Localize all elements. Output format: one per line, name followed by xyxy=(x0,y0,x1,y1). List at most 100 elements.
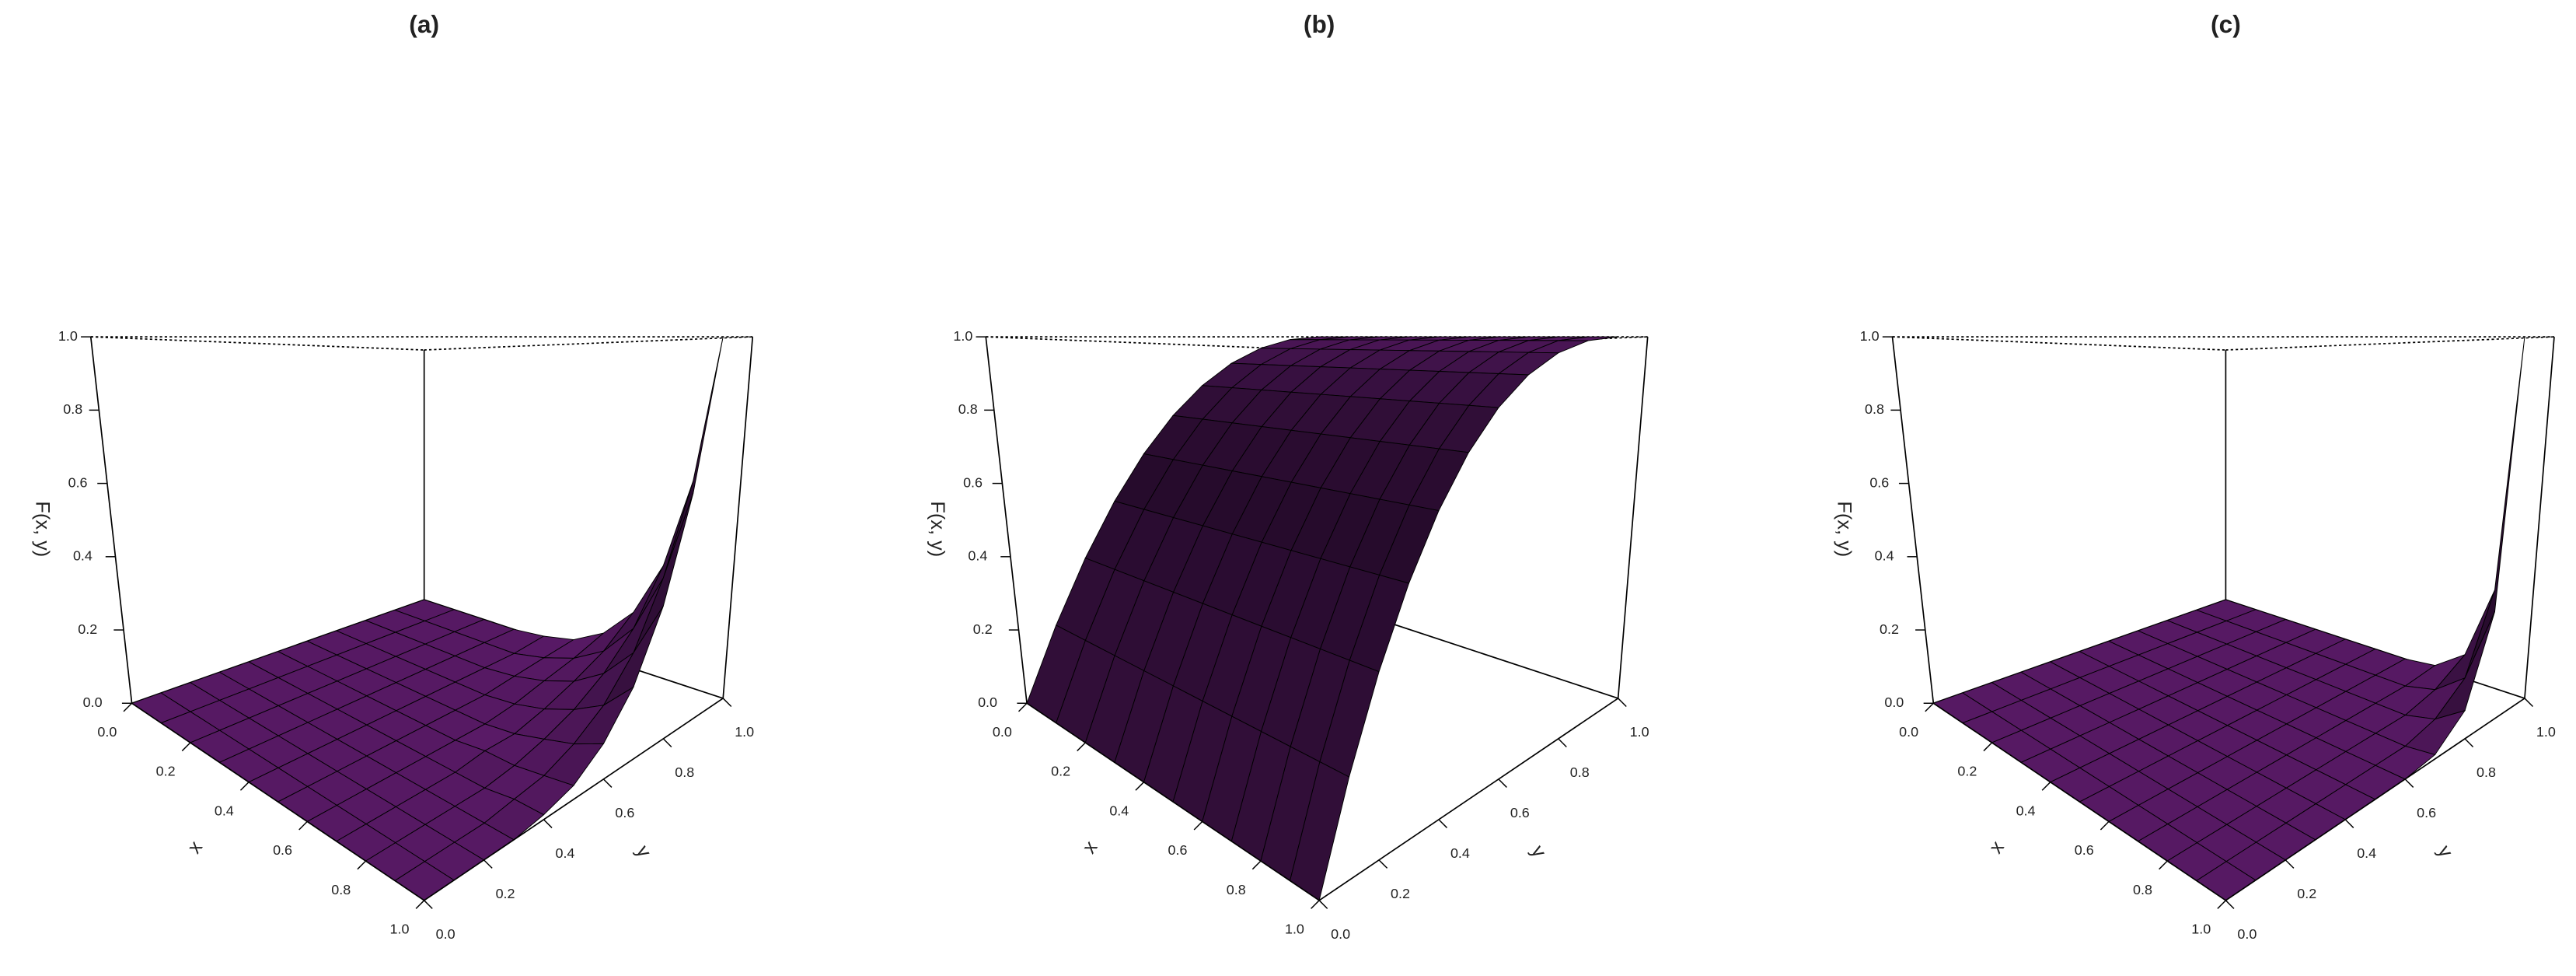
y-tick-label: 0.8 xyxy=(2477,764,2496,780)
y-tick-label: 0.4 xyxy=(555,845,574,861)
z-tick-label: 1.0 xyxy=(953,328,972,344)
y-tick-label: 0.8 xyxy=(675,764,694,780)
y-tick xyxy=(2344,819,2354,828)
x-tick-label: 0.0 xyxy=(993,724,1012,740)
x-tick-label: 0.0 xyxy=(97,724,117,740)
y-tick xyxy=(1618,698,1627,708)
box-edge xyxy=(424,336,753,351)
y-tick xyxy=(722,698,732,708)
box-edge xyxy=(1617,337,1649,699)
x-tick xyxy=(239,782,250,791)
z-axis-label: F(x, y) xyxy=(1833,501,1855,557)
x-tick-label: 0.6 xyxy=(1168,842,1188,858)
x-tick xyxy=(1017,702,1028,712)
z-tick-label: 0.8 xyxy=(1865,401,1884,417)
y-tick xyxy=(2285,859,2295,869)
y-tick xyxy=(543,819,553,828)
x-tick xyxy=(1983,742,1993,752)
y-axis-label: y xyxy=(2433,841,2457,861)
box-edge xyxy=(90,336,424,351)
x-tick-label: 1.0 xyxy=(390,922,410,937)
x-tick-label: 0.4 xyxy=(2016,803,2036,818)
x-tick-label: 0.2 xyxy=(1051,764,1070,779)
y-tick xyxy=(1558,738,1567,747)
x-axis-label: x xyxy=(1078,837,1101,858)
x-tick-label: 0.6 xyxy=(273,842,292,858)
box-edge xyxy=(2225,336,2554,351)
x-tick xyxy=(1077,742,1086,752)
y-tick-label: 0.2 xyxy=(496,886,515,901)
x-tick-label: 0.0 xyxy=(1899,724,1918,740)
panel-title: (a) xyxy=(409,10,439,38)
box-edge xyxy=(985,337,1028,704)
y-tick xyxy=(424,900,433,909)
x-tick xyxy=(2217,900,2226,909)
z-tick-label: 0.4 xyxy=(968,548,987,564)
x-tick-label: 0.2 xyxy=(1957,764,1977,779)
y-tick xyxy=(2225,900,2235,909)
x-tick-label: 0.8 xyxy=(331,882,351,897)
x-tick xyxy=(1251,860,1262,870)
y-tick-label: 0.2 xyxy=(1391,886,1410,901)
x-axis xyxy=(131,702,425,901)
x-axis xyxy=(1026,702,1320,901)
y-axis xyxy=(2225,698,2525,901)
y-tick-label: 0.2 xyxy=(2297,886,2316,901)
z-tick-label: 0.2 xyxy=(78,621,97,637)
x-tick xyxy=(298,820,308,831)
x-tick-label: 0.6 xyxy=(2075,842,2094,858)
z-tick-label: 0.0 xyxy=(1884,694,1904,710)
x-tick xyxy=(181,742,191,752)
y-tick-label: 0.4 xyxy=(2357,845,2376,861)
y-tick xyxy=(662,738,672,747)
y-tick-label: 0.4 xyxy=(1450,845,1470,861)
x-axis xyxy=(1932,702,2226,901)
box-edge xyxy=(1891,337,1935,704)
x-tick xyxy=(2041,782,2051,791)
y-tick xyxy=(1498,778,1507,788)
x-tick-label: 0.4 xyxy=(1109,803,1129,818)
y-axis-label: y xyxy=(1527,841,1551,861)
z-axis-label: F(x, y) xyxy=(927,501,948,557)
box-edge xyxy=(1892,336,2226,351)
x-tick xyxy=(1311,900,1320,909)
x-tick-label: 0.4 xyxy=(215,803,234,818)
surface-facet xyxy=(2464,337,2525,679)
z-tick-label: 1.0 xyxy=(58,328,78,344)
x-tick-label: 0.8 xyxy=(1227,882,1246,897)
y-axis-label: y xyxy=(632,841,656,861)
x-tick-label: 0.8 xyxy=(2133,882,2152,897)
z-tick-label: 0.8 xyxy=(958,401,978,417)
y-tick xyxy=(2524,698,2534,708)
x-tick xyxy=(357,860,366,870)
x-tick xyxy=(415,900,425,909)
panel-title: (c) xyxy=(2211,10,2241,38)
x-tick xyxy=(2159,860,2168,870)
y-tick xyxy=(483,859,493,869)
y-tick xyxy=(2404,778,2414,788)
x-axis-label: x xyxy=(1985,837,2009,858)
z-tick-label: 0.6 xyxy=(963,474,983,490)
z-tick-label: 0.4 xyxy=(1875,548,1894,564)
z-tick-label: 0.8 xyxy=(63,401,82,417)
x-tick-label: 1.0 xyxy=(2191,922,2211,937)
y-tick xyxy=(602,778,613,788)
box-edge xyxy=(722,337,754,699)
y-tick-label: 0.6 xyxy=(615,805,634,820)
z-tick-label: 0.0 xyxy=(83,694,103,710)
x-tick-label: 0.2 xyxy=(156,764,176,779)
z-tick-label: 0.6 xyxy=(68,474,88,490)
x-tick xyxy=(1193,820,1203,831)
y-tick-label: 0.6 xyxy=(2417,805,2436,820)
y-tick-label: 1.0 xyxy=(1630,724,1649,740)
x-tick xyxy=(123,702,133,712)
y-tick-label: 0.8 xyxy=(1570,764,1590,780)
z-tick-label: 0.2 xyxy=(1880,621,1899,637)
y-tick-label: 1.0 xyxy=(2536,724,2556,740)
box-edge xyxy=(2524,337,2555,699)
y-tick-label: 0.6 xyxy=(1510,805,1530,820)
z-tick-label: 0.2 xyxy=(973,621,993,637)
y-tick xyxy=(1378,859,1388,869)
y-axis xyxy=(424,698,724,901)
